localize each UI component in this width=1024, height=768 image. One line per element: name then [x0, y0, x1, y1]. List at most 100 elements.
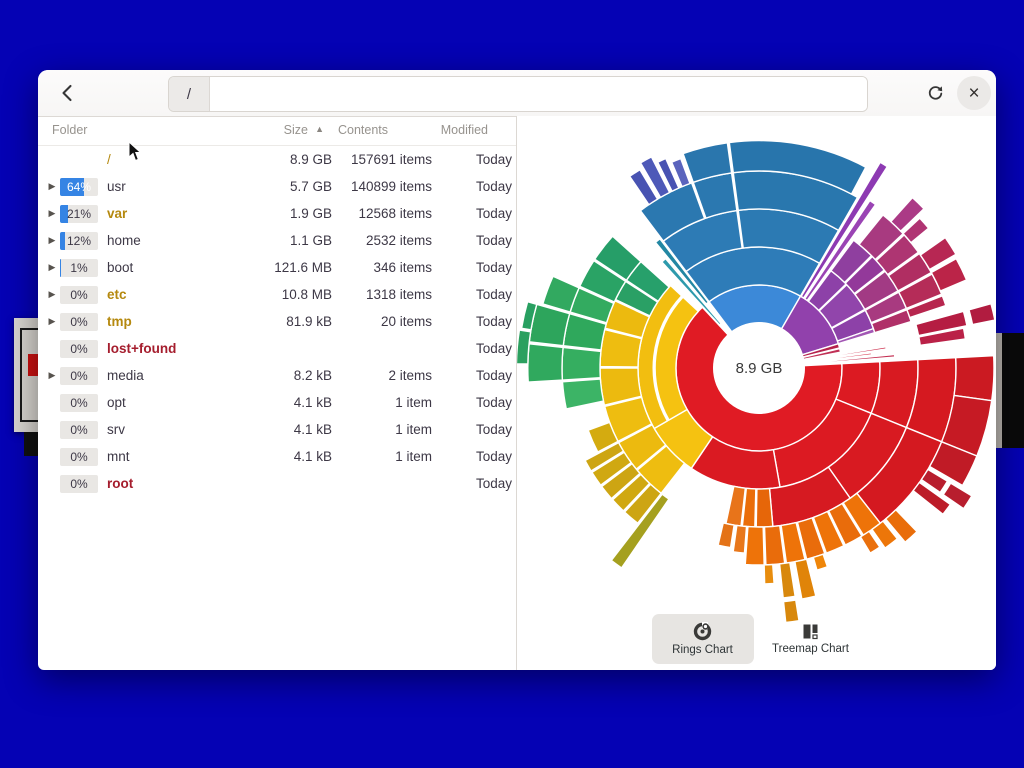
column-header-folder[interactable]: Folder [52, 123, 88, 137]
table-row-etc[interactable]: ▶ 0% etc 10.8 MB 1318 items Today [38, 281, 516, 308]
table-row-var[interactable]: ▶ 21% var 1.9 GB 12568 items Today [38, 200, 516, 227]
sunburst-segment[interactable] [804, 199, 877, 302]
sunburst-segment[interactable] [928, 441, 978, 487]
close-button[interactable]: × [957, 76, 991, 110]
sunburst-segment[interactable] [654, 296, 699, 421]
sunburst-segment[interactable] [763, 563, 775, 585]
table-row-root[interactable]: / 8.9 GB 157691 items Today [38, 146, 516, 173]
sunburst-segment[interactable] [587, 421, 619, 453]
sunburst-segment[interactable] [654, 238, 710, 305]
folder-name: usr [107, 179, 126, 194]
sunburst-segment[interactable] [859, 530, 881, 554]
sunburst-segment[interactable] [517, 329, 532, 365]
table-row-media[interactable]: ▶ 0% media 8.2 kB 2 items Today [38, 362, 516, 389]
sunburst-segment[interactable] [871, 520, 899, 549]
sunburst-segment[interactable] [610, 493, 670, 569]
column-header-modified[interactable]: Modified [440, 123, 488, 137]
column-header-contents[interactable]: Contents [337, 123, 388, 137]
sunburst-segment[interactable] [682, 142, 733, 183]
table-row-srv[interactable]: 0% srv 4.1 kB 1 item Today [38, 416, 516, 443]
expander-icon[interactable]: ▶ [48, 316, 56, 326]
sunburst-segment[interactable] [527, 343, 564, 383]
column-header-row: Folder Size ▲ Contents Modified [38, 116, 516, 146]
chevron-left-icon [62, 84, 72, 102]
sunburst-segment[interactable] [591, 451, 632, 486]
table-row-usr[interactable]: ▶ 64% usr 5.7 GB 140899 items Today [38, 173, 516, 200]
sunburst-segment[interactable] [584, 441, 625, 472]
expander-icon[interactable]: ▶ [48, 370, 56, 380]
contents-cell: 1 item [395, 422, 432, 437]
sunburst-segment[interactable] [579, 260, 627, 303]
expander-icon[interactable]: ▶ [48, 235, 56, 245]
sunburst-segment[interactable] [902, 217, 930, 244]
sunburst-segment[interactable] [778, 561, 796, 599]
sunburst-segment[interactable] [794, 558, 817, 600]
location-pathbar: / [168, 76, 868, 112]
sunburst-segment[interactable] [782, 599, 800, 624]
expander-icon[interactable]: ▶ [48, 181, 56, 191]
sunburst-segment[interactable] [639, 156, 671, 199]
folder-name: boot [107, 260, 134, 275]
sunburst-segment[interactable] [561, 378, 605, 410]
sunburst-segment[interactable] [600, 462, 641, 500]
sunburst-segment[interactable] [812, 510, 845, 554]
sunburst-segment[interactable] [968, 302, 996, 326]
sunburst-segment[interactable] [594, 235, 642, 281]
sunburst-segment[interactable] [717, 522, 735, 549]
sunburst-segment[interactable] [912, 481, 952, 515]
rings-chart[interactable]: 8.9 GB [517, 116, 996, 670]
chart-center-label: 8.9 GB [736, 360, 783, 377]
sunburst-segment[interactable] [918, 327, 967, 347]
sunburst-segment[interactable] [670, 157, 691, 188]
back-button[interactable] [50, 77, 84, 109]
table-row-tmp[interactable]: ▶ 0% tmp 81.9 kB 20 items Today [38, 308, 516, 335]
sunburst-segment[interactable] [611, 473, 651, 512]
sunburst-segment[interactable] [728, 139, 867, 195]
sunburst-segment[interactable] [639, 182, 706, 242]
sunburst-segment[interactable] [661, 257, 722, 326]
sunburst-segment[interactable] [561, 346, 602, 381]
sunburst-segment[interactable] [906, 295, 947, 319]
sunburst-segment[interactable] [915, 310, 968, 337]
table-row-boot[interactable]: ▶ 1% boot 121.6 MB 346 items Today [38, 254, 516, 281]
treemap-chart-button[interactable]: Treemap Chart [760, 614, 862, 664]
reload-button[interactable] [920, 78, 950, 108]
sunburst-segment[interactable] [657, 157, 680, 192]
sunburst-segment[interactable] [542, 275, 580, 313]
sunburst-segment[interactable] [629, 169, 659, 206]
sunburst-segment[interactable] [623, 483, 662, 524]
sunburst-segment[interactable] [890, 196, 925, 232]
column-header-size[interactable]: Size [283, 123, 308, 137]
sunburst-segment[interactable] [919, 236, 957, 271]
sunburst-segment[interactable] [942, 482, 973, 510]
table-row-root[interactable]: 0% root Today [38, 470, 516, 497]
sunburst-segment[interactable] [884, 509, 918, 543]
sunburst-segment[interactable] [812, 553, 829, 571]
expander-icon[interactable]: ▶ [48, 208, 56, 218]
sunburst-segment[interactable] [930, 257, 968, 292]
table-row-lost+found[interactable]: 0% lost+found Today [38, 335, 516, 362]
path-segment-root[interactable]: / [169, 77, 210, 111]
contents-cell: 346 items [373, 260, 432, 275]
rings-chart-button[interactable]: Rings Chart [651, 614, 754, 664]
expander-icon[interactable]: ▶ [48, 262, 56, 272]
table-row-mnt[interactable]: 0% mnt 4.1 kB 1 item Today [38, 443, 516, 470]
expander-icon[interactable]: ▶ [48, 289, 56, 299]
modified-cell: Today [475, 314, 512, 329]
table-row-home[interactable]: ▶ 12% home 1.1 GB 2532 items Today [38, 227, 516, 254]
sunburst-segment[interactable] [732, 524, 748, 554]
sunburst-segment[interactable] [953, 355, 995, 402]
usage-percent-label: 21% [66, 206, 92, 221]
sunburst-segment[interactable] [755, 487, 774, 528]
modified-cell: Today [475, 152, 512, 167]
table-row-opt[interactable]: 0% opt 4.1 kB 1 item Today [38, 389, 516, 416]
usage-percent-label: 12% [66, 233, 92, 248]
usage-percent-label: 0% [70, 287, 88, 302]
sunburst-segment[interactable] [520, 300, 538, 331]
folder-name: srv [107, 422, 125, 437]
sunburst-segment[interactable] [920, 468, 949, 494]
close-icon: × [968, 82, 980, 104]
sunburst-segment[interactable] [744, 525, 765, 566]
folder-name: tmp [107, 314, 132, 329]
sunburst-segment[interactable] [800, 161, 889, 299]
